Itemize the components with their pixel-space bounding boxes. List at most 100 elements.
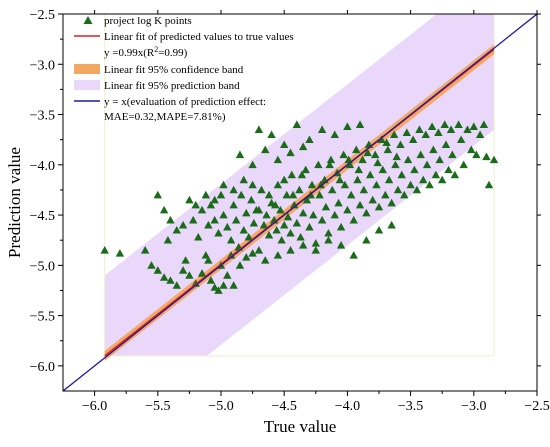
data-point — [484, 180, 494, 189]
data-point — [229, 200, 238, 209]
data-point — [382, 138, 391, 147]
data-point — [358, 155, 367, 164]
data-point — [247, 195, 256, 204]
points-layer — [100, 120, 499, 294]
x-tick-label: −3.5 — [398, 399, 423, 414]
data-point — [446, 125, 456, 133]
data-point — [226, 251, 236, 259]
data-point — [343, 122, 352, 130]
data-point — [262, 210, 271, 219]
data-point — [387, 220, 396, 229]
data-point — [140, 246, 150, 254]
data-point — [397, 170, 406, 179]
data-point — [166, 276, 175, 284]
data-point — [295, 185, 304, 194]
data-point — [254, 205, 264, 214]
data-point — [389, 130, 399, 138]
data-point — [387, 198, 396, 207]
data-point — [210, 215, 219, 224]
data-point — [400, 190, 409, 199]
data-point — [314, 160, 323, 169]
data-point — [159, 273, 169, 281]
data-point — [185, 271, 194, 279]
x-tick-label: −4.5 — [271, 399, 296, 414]
data-point — [235, 150, 245, 159]
legend-label-confidence: Linear fit 95% confidence band — [104, 64, 244, 76]
data-point — [229, 281, 238, 289]
data-point — [475, 130, 485, 138]
data-point — [440, 120, 449, 128]
data-point — [223, 271, 232, 279]
data-point — [431, 170, 441, 179]
data-point — [216, 190, 226, 199]
data-point — [197, 269, 207, 277]
data-point — [210, 195, 219, 204]
data-point — [362, 236, 371, 244]
data-point — [396, 140, 405, 149]
data-point — [317, 125, 327, 133]
data-point — [459, 160, 468, 169]
data-point — [415, 125, 424, 133]
legend-label-metrics: MAE=0.32,MAPE=7.81%) — [104, 111, 226, 123]
data-point — [463, 125, 472, 133]
data-point — [178, 220, 188, 229]
data-point — [276, 205, 285, 214]
legend-eq-superscript: 2 — [154, 45, 158, 54]
data-point — [242, 253, 251, 261]
data-point — [235, 261, 245, 269]
data-point — [438, 175, 447, 184]
data-point — [159, 205, 169, 214]
data-point — [349, 215, 358, 224]
data-point — [377, 135, 386, 144]
data-point — [393, 185, 403, 194]
lines-layer — [63, 14, 537, 391]
data-point — [317, 215, 327, 224]
legend-confidence-swatch — [74, 64, 100, 74]
data-point — [231, 215, 241, 224]
data-point — [249, 218, 259, 227]
data-point — [362, 208, 371, 217]
data-point — [254, 125, 264, 133]
data-point — [229, 185, 238, 194]
data-point — [204, 220, 213, 229]
data-point — [257, 185, 266, 194]
data-point — [261, 145, 270, 154]
data-point — [371, 150, 380, 159]
data-point — [296, 232, 305, 241]
data-point — [378, 165, 387, 174]
data-point — [280, 140, 289, 149]
data-point — [421, 130, 430, 138]
data-point — [336, 222, 346, 231]
data-point — [374, 225, 384, 234]
y-tick-label: −6.0 — [30, 360, 55, 375]
data-point — [372, 180, 381, 189]
data-point — [254, 246, 264, 254]
data-point — [153, 266, 162, 274]
data-point — [340, 180, 350, 189]
x-tick-label: −2.5 — [524, 399, 549, 414]
data-point — [272, 225, 281, 234]
data-point — [391, 160, 400, 169]
data-point — [298, 208, 308, 217]
data-point — [261, 256, 270, 264]
data-point — [214, 286, 223, 294]
data-point — [298, 241, 308, 249]
data-point — [271, 200, 280, 209]
data-point — [219, 180, 228, 189]
data-point — [336, 241, 346, 249]
data-point — [219, 210, 228, 219]
data-point — [434, 128, 443, 136]
data-point — [368, 195, 377, 204]
data-point — [392, 152, 401, 161]
data-point — [264, 230, 274, 239]
data-point — [406, 180, 415, 189]
data-point — [214, 228, 223, 237]
data-point — [264, 190, 274, 199]
legend-label-prediction: Linear fit 95% prediction band — [104, 80, 240, 92]
data-point — [115, 249, 125, 257]
data-point — [427, 122, 437, 130]
data-point — [448, 150, 457, 159]
data-point — [280, 175, 289, 184]
legend-label-identity: y = x(evaluation of prediction effect: — [104, 96, 266, 108]
data-point — [384, 175, 394, 184]
